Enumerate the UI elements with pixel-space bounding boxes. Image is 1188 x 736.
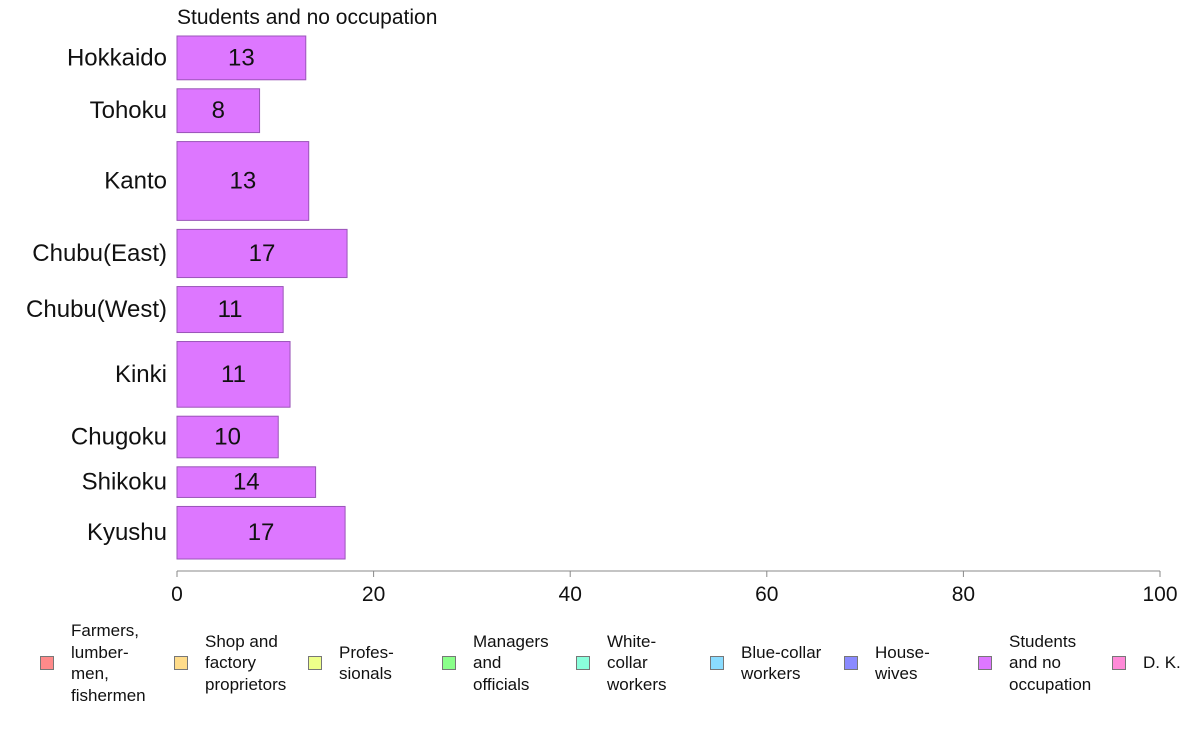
bar bbox=[176, 228, 348, 279]
legend-swatch bbox=[174, 656, 188, 670]
category-label: Chugoku bbox=[71, 424, 167, 451]
value-label: 8 bbox=[212, 97, 225, 124]
legend-swatch bbox=[576, 656, 590, 670]
legend-label: Farmers, lumber- men, fishermen bbox=[71, 621, 146, 705]
category-label: Kinki bbox=[115, 361, 167, 388]
legend-item: D. K. bbox=[1112, 620, 1181, 706]
category-label: Chubu(West) bbox=[26, 296, 167, 323]
bar bbox=[176, 35, 307, 81]
value-label: 13 bbox=[230, 167, 257, 194]
chart-title: Students and no occupation bbox=[177, 6, 438, 29]
category-label: Chubu(East) bbox=[32, 240, 167, 267]
legend-item: White- collar workers bbox=[576, 620, 667, 706]
value-label: 14 bbox=[233, 469, 260, 496]
x-tick-label: 80 bbox=[952, 583, 975, 606]
value-label: 13 bbox=[228, 44, 255, 71]
category-label: Kyushu bbox=[87, 519, 167, 546]
category-label: Tohoku bbox=[90, 97, 167, 124]
bar bbox=[176, 286, 284, 334]
x-tick-label: 20 bbox=[362, 583, 385, 606]
legend-swatch bbox=[978, 656, 992, 670]
legend-label: White- collar workers bbox=[607, 631, 667, 694]
x-tick-label: 60 bbox=[755, 583, 778, 606]
bar bbox=[176, 415, 279, 459]
legend-label: Students and no occupation bbox=[1009, 631, 1092, 694]
legend-item: Shop and factory proprietors bbox=[174, 620, 286, 706]
legend-item: Students and no occupation bbox=[978, 620, 1091, 706]
legend-item: Farmers, lumber- men, fishermen bbox=[40, 620, 146, 706]
legend-label: Shop and factory proprietors bbox=[205, 631, 287, 694]
legend-swatch bbox=[442, 656, 456, 670]
legend-item: Profes- sionals bbox=[308, 620, 394, 706]
bar bbox=[176, 141, 310, 221]
bar bbox=[176, 88, 261, 134]
x-tick-label: 40 bbox=[559, 583, 582, 606]
legend-label: D. K. bbox=[1143, 653, 1181, 673]
value-label: 17 bbox=[248, 519, 275, 546]
value-label: 11 bbox=[218, 296, 243, 323]
legend-swatch bbox=[1112, 656, 1126, 670]
legend-item: Blue-collar workers bbox=[710, 620, 821, 706]
legend-swatch bbox=[710, 656, 724, 670]
bar bbox=[176, 505, 346, 560]
value-label: 10 bbox=[214, 424, 241, 451]
value-label: 17 bbox=[249, 240, 276, 267]
legend-label: Managers and officials bbox=[473, 631, 549, 694]
legend-item: Managers and officials bbox=[442, 620, 549, 706]
category-label: Shikoku bbox=[82, 469, 167, 496]
legend-label: Profes- sionals bbox=[339, 642, 394, 684]
legend-swatch bbox=[844, 656, 858, 670]
bar-chart: Hokkaido 13 Tohoku 8 Kanto 13 Chubu(East) 17 Chu… bbox=[26, 35, 1178, 606]
legend-item: House- wives bbox=[844, 620, 930, 706]
bar bbox=[176, 341, 291, 408]
value-label: 11 bbox=[221, 361, 246, 388]
legend-label: House- wives bbox=[875, 642, 930, 684]
x-tick-label: 0 bbox=[171, 583, 183, 606]
legend-swatch bbox=[40, 656, 54, 670]
category-label: Hokkaido bbox=[67, 44, 167, 71]
legend-label: Blue-collar workers bbox=[741, 642, 822, 684]
x-tick-label: 100 bbox=[1142, 583, 1177, 606]
legend: Farmers, lumber- men, fishermen Shop and … bbox=[0, 620, 1188, 720]
category-label: Kanto bbox=[104, 167, 167, 194]
bar bbox=[176, 466, 317, 498]
legend-swatch bbox=[308, 656, 322, 670]
